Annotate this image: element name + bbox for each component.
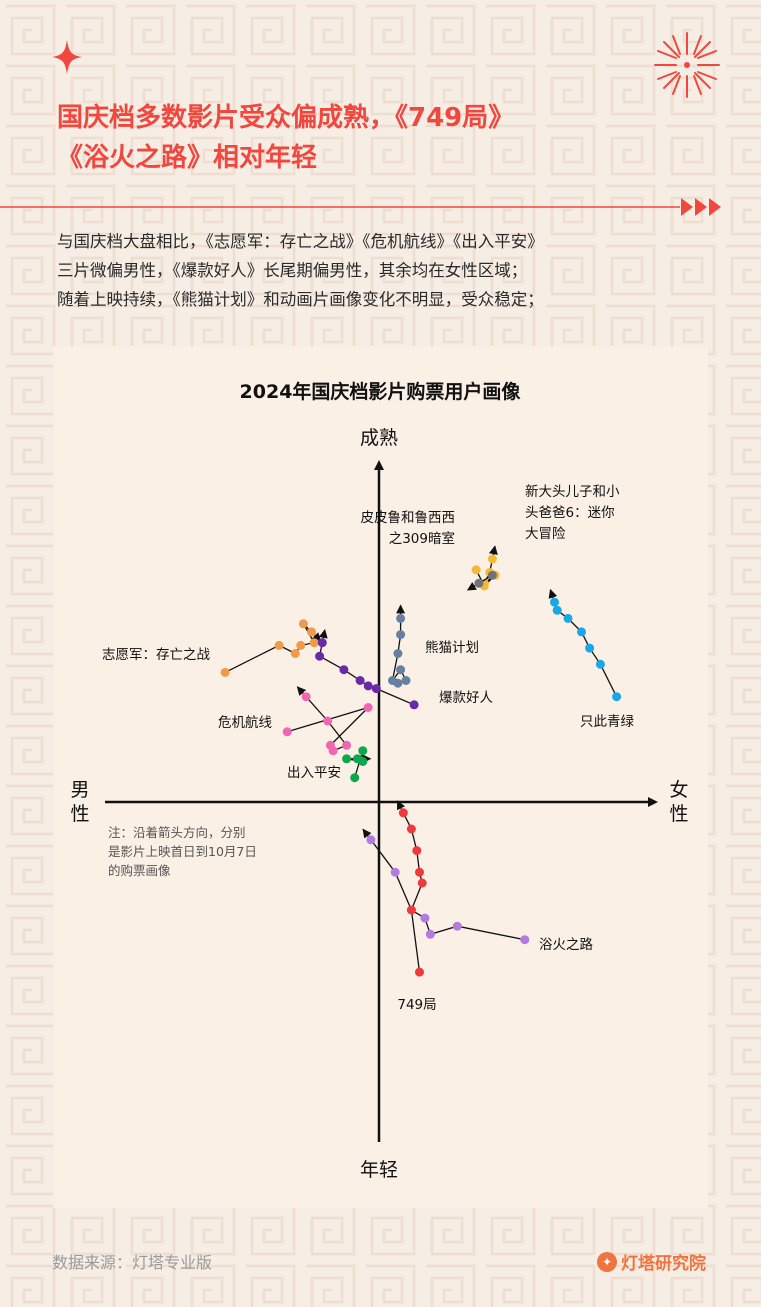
data-point bbox=[323, 716, 333, 726]
axis-label-right-char: 女 bbox=[669, 779, 688, 801]
data-point bbox=[412, 846, 422, 856]
data-point bbox=[550, 597, 559, 607]
series-label: 新大头儿子和小 bbox=[525, 484, 620, 500]
series-line bbox=[370, 839, 525, 941]
data-point bbox=[342, 754, 352, 764]
data-point bbox=[390, 867, 400, 877]
axis-label-left-char: 男 bbox=[70, 779, 89, 801]
series-label: 皮皮鲁和鲁西西 bbox=[361, 510, 456, 526]
series-label: 志愿军：存亡之战 bbox=[102, 647, 210, 663]
triple-arrow-icon bbox=[681, 198, 721, 216]
data-point bbox=[298, 619, 308, 629]
data-point bbox=[274, 640, 284, 650]
data-point bbox=[406, 824, 416, 834]
series-label: 749局 bbox=[397, 997, 436, 1013]
data-point bbox=[301, 692, 311, 702]
data-point bbox=[363, 703, 373, 712]
series-label: 大冒险 bbox=[525, 526, 566, 542]
brand-logo: ✦ 灯塔研究院 bbox=[597, 1249, 706, 1274]
data-point bbox=[339, 665, 349, 675]
chart-note-line: 注：沿着箭头方向，分别 bbox=[108, 825, 246, 840]
intro-text: 与国庆档大盘相比，《志愿军：存亡之战》《危机航线》《出入平安》 三片微偏男性，《… bbox=[57, 227, 717, 314]
page-title-line1: 国庆档多数影片受众偏成熟，《749局》 bbox=[57, 103, 515, 133]
data-point bbox=[358, 746, 368, 756]
data-point bbox=[342, 740, 352, 750]
data-point bbox=[355, 676, 365, 685]
data-point bbox=[401, 676, 411, 685]
data-point bbox=[396, 613, 406, 623]
sparkle-icon bbox=[52, 40, 82, 74]
data-point bbox=[328, 746, 338, 756]
data-point bbox=[317, 638, 327, 648]
data-point bbox=[487, 570, 497, 580]
data-point bbox=[487, 554, 497, 564]
intro-line1: 与国庆档大盘相比，《志愿军：存亡之战》《危机航线》《出入平安》 bbox=[57, 232, 544, 251]
data-point bbox=[452, 921, 462, 931]
data-point bbox=[350, 773, 360, 783]
data-point bbox=[577, 627, 586, 637]
chart-card: 2024年国庆档影片购票用户画像 成熟 年轻男性女性注：沿着箭头方向，分别 是影片上映… bbox=[53, 346, 708, 1208]
data-point bbox=[471, 565, 481, 575]
data-point bbox=[585, 643, 595, 653]
data-point bbox=[420, 913, 430, 923]
data-point bbox=[282, 727, 292, 737]
data-point bbox=[398, 808, 408, 818]
data-point bbox=[415, 967, 424, 977]
series-label: 出入平安 bbox=[287, 765, 341, 781]
chart-note-line: 的购票画像 bbox=[108, 863, 171, 878]
brand-name: 灯塔研究院 bbox=[621, 1254, 706, 1274]
axis-label-top: 成熟 bbox=[360, 427, 398, 449]
data-point bbox=[612, 692, 622, 702]
data-point bbox=[415, 867, 424, 877]
audience-portrait-chart: 2024年国庆档影片购票用户画像成熟年轻男性女性注：沿着箭头方向，分别是影片上映… bbox=[70, 380, 688, 1181]
data-point bbox=[309, 638, 319, 648]
data-point bbox=[366, 835, 376, 845]
data-point bbox=[315, 651, 325, 661]
series-label: 头爸爸6：迷你 bbox=[525, 505, 615, 521]
data-point bbox=[388, 676, 397, 685]
data-source: 数据来源：灯塔专业版 bbox=[52, 1253, 213, 1272]
series-label: 熊猫计划 bbox=[425, 640, 479, 656]
data-point bbox=[552, 605, 562, 615]
series-label: 之309暗室 bbox=[389, 530, 455, 547]
data-point bbox=[363, 681, 373, 691]
page-title: 国庆档多数影片受众偏成熟，《749局》 《浴火之路》相对年轻 bbox=[57, 98, 697, 178]
data-point bbox=[409, 700, 419, 710]
data-point bbox=[520, 935, 530, 945]
page-title-line2: 《浴火之路》相对年轻 bbox=[57, 143, 318, 173]
axis-label-right-char: 性 bbox=[669, 803, 688, 825]
series-label: 只此青绿 bbox=[580, 714, 634, 730]
axis-label-bottom: 年轻 bbox=[360, 1159, 398, 1181]
data-point bbox=[371, 684, 381, 694]
lighthouse-logo-icon: ✦ bbox=[597, 1251, 617, 1272]
data-point bbox=[595, 659, 605, 669]
firework-icon bbox=[654, 32, 720, 98]
chart-title: 2024年国庆档影片购票用户画像 bbox=[240, 380, 522, 403]
series-label: 危机航线 bbox=[218, 715, 272, 731]
data-point bbox=[417, 878, 427, 888]
data-point bbox=[396, 665, 406, 675]
data-point bbox=[296, 640, 306, 650]
data-point bbox=[307, 627, 316, 637]
series-label: 浴火之路 bbox=[539, 937, 593, 953]
data-point bbox=[393, 649, 403, 658]
series-line bbox=[402, 812, 423, 973]
axis-label-left-char: 性 bbox=[70, 803, 89, 825]
series-label: 爆款好人 bbox=[439, 690, 493, 706]
data-point bbox=[352, 754, 362, 764]
intro-line2: 三片微偏男性，《爆款好人》长尾期偏男性，其余均在女性区域； bbox=[57, 261, 528, 280]
chart-note-line: 是影片上映首日到10月7日 bbox=[108, 844, 257, 859]
data-point bbox=[220, 667, 230, 677]
data-point bbox=[406, 905, 416, 915]
title-divider bbox=[0, 198, 721, 216]
intro-line3: 随着上映持续，《熊猫计划》和动画片画像变化不明显，受众稳定； bbox=[57, 290, 544, 309]
data-point bbox=[563, 613, 573, 623]
data-point bbox=[425, 929, 435, 939]
data-point bbox=[396, 630, 406, 640]
data-point bbox=[290, 649, 300, 658]
data-point bbox=[474, 578, 484, 588]
